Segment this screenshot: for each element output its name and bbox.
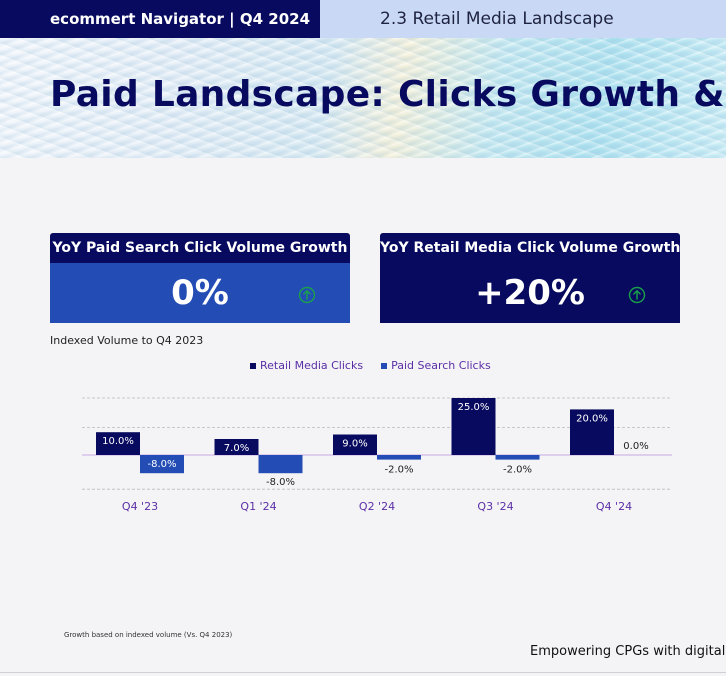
bar-retail-media	[214, 439, 259, 455]
report-name: ecommert Navigator | Q4 2024	[0, 0, 320, 38]
x-tick-label: Q4 '24	[596, 500, 632, 513]
kpi-title: YoY Paid Search Click Volume Growth	[50, 233, 350, 263]
data-label: -8.0%	[266, 477, 295, 488]
data-label: 20.0%	[576, 413, 608, 424]
bar-chart: 10.0% -8.0% Q4 '23 7.0% -8.0% Q1 '24 9.0% -2.0%…	[82, 397, 672, 513]
data-label: 10.0%	[102, 436, 134, 447]
bar-retail-media	[333, 434, 377, 455]
bar-paid-search	[258, 455, 303, 474]
data-label: -8.0%	[147, 459, 176, 470]
legend-label: Retail Media Clicks	[260, 359, 364, 372]
legend-label: Paid Search Clicks	[391, 359, 491, 372]
x-tick-label: Q4 '23	[122, 500, 158, 513]
x-tick-label: Q1 '24	[240, 500, 276, 513]
arrow-up-circle-icon	[628, 286, 646, 304]
x-tick-label: Q2 '24	[359, 500, 395, 513]
chart-legend: Retail Media Clicks Paid Search Clicks	[250, 359, 491, 372]
top-bar: ecommert Navigator | Q4 2024 2.3 Retail …	[0, 0, 726, 38]
kpi-body: +20%	[380, 263, 680, 323]
data-label: 25.0%	[458, 402, 490, 413]
legend-swatch	[381, 362, 388, 369]
section-title: 2.3 Retail Media Landscape	[320, 0, 726, 38]
bar-retail-media	[96, 432, 140, 455]
data-label: -2.0%	[503, 465, 532, 476]
data-label: 9.0%	[342, 439, 367, 450]
kpi-value: 0%	[171, 273, 229, 313]
page-title: Paid Landscape: Clicks Growth & CPC	[50, 74, 726, 115]
chart-title: Indexed Volume to Q4 2023	[50, 334, 204, 347]
bar-retail-media	[570, 409, 614, 455]
bar-paid-search	[377, 455, 421, 460]
data-label: -2.0%	[384, 465, 413, 476]
legend-item-paid-search: Paid Search Clicks	[381, 359, 491, 372]
kpi-value: +20%	[475, 273, 585, 313]
tagline: Empowering CPGs with digital ca	[530, 644, 726, 659]
x-tick-label: Q3 '24	[477, 500, 513, 513]
bar-paid-search	[140, 455, 184, 474]
bar-paid-search	[495, 455, 540, 460]
data-label: 7.0%	[224, 443, 249, 454]
legend-swatch	[250, 362, 256, 369]
footer-divider	[0, 672, 726, 673]
kpi-title: YoY Retail Media Click Volume Growth	[380, 233, 680, 263]
data-label: 0.0%	[623, 441, 648, 452]
hero-banner: Paid Landscape: Clicks Growth & CPC	[0, 38, 726, 158]
bar-retail-media	[451, 398, 496, 455]
kpi-card-paid-search: YoY Paid Search Click Volume Growth 0%	[50, 233, 350, 323]
legend-item-retail-media: Retail Media Clicks	[250, 359, 363, 372]
arrow-up-circle-icon	[298, 286, 316, 304]
kpi-card-retail-media: YoY Retail Media Click Volume Growth +20…	[380, 233, 680, 323]
kpi-body: 0%	[50, 263, 350, 323]
footnote: Growth based on indexed volume (Vs. Q4 2…	[64, 631, 233, 639]
